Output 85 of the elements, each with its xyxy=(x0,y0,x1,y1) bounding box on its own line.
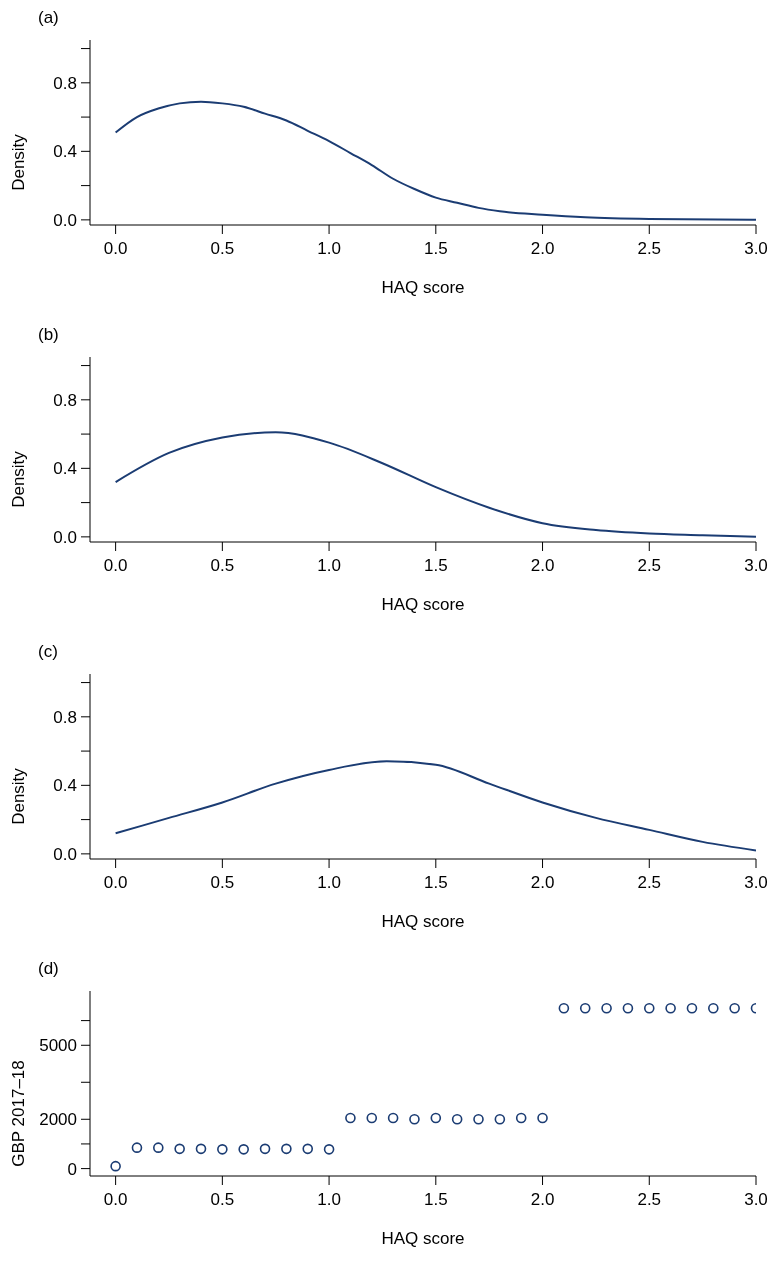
x-tick-label: 2.5 xyxy=(637,556,662,576)
line-series xyxy=(114,431,756,538)
point xyxy=(238,1144,249,1155)
x-tick-label: 1.0 xyxy=(317,873,341,893)
point xyxy=(153,1142,164,1153)
y-tick-label: 0.8 xyxy=(53,73,77,93)
y-axis-title: Density xyxy=(9,450,29,508)
point xyxy=(281,1143,292,1155)
y-tick-label: 0.4 xyxy=(53,459,77,479)
point xyxy=(579,1002,591,1014)
point xyxy=(558,1002,570,1014)
line-series xyxy=(114,760,756,852)
x-tick-label: 1.5 xyxy=(423,873,448,893)
x-tick-label: 1.0 xyxy=(317,1190,341,1210)
x-tick-label: 1.0 xyxy=(317,556,341,576)
x-tick-label: 2.5 xyxy=(637,239,662,259)
x-tick-label: 1.0 xyxy=(317,239,341,259)
y-tick-label: 0.0 xyxy=(53,210,77,230)
point xyxy=(259,1143,271,1155)
point xyxy=(708,1002,719,1014)
chart-title: (d) xyxy=(37,959,60,980)
x-tick-label: 1.5 xyxy=(423,556,448,576)
x-tick-label: 3.0 xyxy=(744,239,768,259)
line-series xyxy=(114,100,756,221)
x-tick-label: 1.5 xyxy=(423,239,448,259)
x-tick-label: 3.0 xyxy=(744,556,768,576)
point xyxy=(174,1143,185,1155)
x-tick-label: 0.5 xyxy=(210,239,235,259)
y-tick-label: 0.4 xyxy=(53,776,77,796)
point xyxy=(451,1113,463,1125)
x-tick-label: 1.5 xyxy=(423,1190,448,1210)
x-tick-label: 2.5 xyxy=(637,873,662,893)
y-tick-label: 2000 xyxy=(39,1110,77,1130)
point xyxy=(622,1002,634,1014)
point xyxy=(686,1002,698,1014)
x-axis-title: HAQ score xyxy=(381,1229,465,1248)
x-tick-label: 0.5 xyxy=(210,1190,235,1210)
point xyxy=(302,1143,314,1155)
x-tick-label: 2.0 xyxy=(530,1190,555,1210)
point xyxy=(366,1112,378,1124)
point xyxy=(345,1112,356,1124)
y-axis-title: Density xyxy=(9,133,29,191)
x-tick-label: 2.0 xyxy=(530,556,555,576)
x-tick-label: 0.0 xyxy=(103,873,128,893)
point xyxy=(515,1112,527,1124)
y-tick-label: 0.8 xyxy=(53,390,77,410)
point xyxy=(494,1113,506,1125)
x-tick-label: 0.0 xyxy=(103,556,128,576)
x-tick-label: 3.0 xyxy=(744,873,768,893)
point xyxy=(323,1144,335,1155)
point xyxy=(729,1002,740,1014)
x-axis-title: HAQ score xyxy=(381,278,465,297)
y-tick-label: 0.0 xyxy=(53,527,77,547)
y-tick-label: 0.0 xyxy=(53,844,77,864)
point xyxy=(430,1112,442,1124)
point xyxy=(131,1142,143,1153)
point xyxy=(110,1160,121,1172)
x-tick-label: 0.5 xyxy=(210,556,235,576)
point xyxy=(537,1112,548,1124)
x-axis-title: HAQ score xyxy=(381,595,465,614)
point xyxy=(473,1113,484,1125)
x-tick-label: 0.0 xyxy=(103,239,128,259)
point xyxy=(601,1002,612,1014)
point xyxy=(217,1144,228,1155)
point xyxy=(387,1112,399,1124)
x-tick-label: 0.0 xyxy=(103,1190,128,1210)
x-tick-label: 2.0 xyxy=(530,873,555,893)
x-tick-label: 2.5 xyxy=(637,1190,662,1210)
x-tick-label: 3.0 xyxy=(744,1190,768,1210)
x-tick-label: 2.0 xyxy=(530,239,555,259)
chart-title: (a) xyxy=(37,8,60,29)
point xyxy=(665,1002,676,1014)
x-axis-title: HAQ score xyxy=(381,912,465,931)
chart-title: (c) xyxy=(37,642,59,663)
y-axis-title: Density xyxy=(9,767,29,825)
y-tick-label: 0 xyxy=(67,1159,77,1179)
y-axis-title: GBP 2017–18 xyxy=(9,1060,29,1167)
y-tick-label: 5000 xyxy=(39,1036,77,1056)
y-tick-label: 0.4 xyxy=(53,142,77,162)
point xyxy=(643,1002,655,1014)
point xyxy=(409,1113,420,1125)
x-tick-label: 0.5 xyxy=(210,873,235,893)
chart-title: (b) xyxy=(37,325,60,346)
point xyxy=(195,1143,207,1155)
y-tick-label: 0.8 xyxy=(53,707,77,727)
